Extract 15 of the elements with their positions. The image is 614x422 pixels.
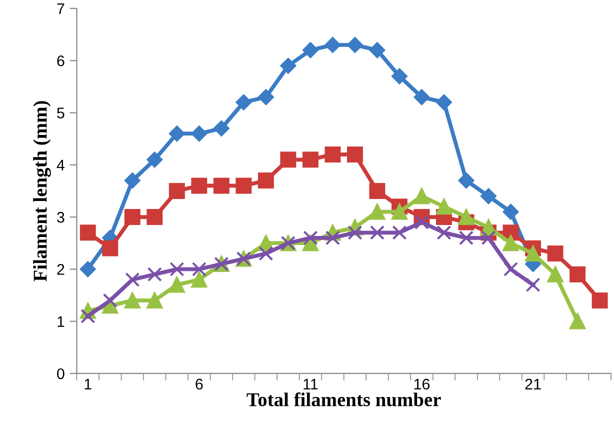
y-tick-label: 7: [57, 3, 64, 14]
x-tick-label: 6: [196, 378, 203, 390]
y-tick-label: 4: [56, 160, 64, 170]
y-tick-label: 0: [57, 368, 64, 380]
x-axis-title: Total filaments number: [246, 392, 441, 406]
y-tick-label: 3: [57, 212, 64, 223]
x-tick-label: 16: [414, 378, 430, 390]
y-axis-title: Filament length (mm): [33, 101, 51, 282]
x-tick-label: 11: [304, 378, 318, 390]
y-tick-label: 5: [57, 108, 64, 118]
y-tick-label: 6: [57, 55, 64, 66]
y-tick-label: 2: [57, 264, 64, 275]
x-tick-label: 1: [84, 378, 92, 390]
y-tick-label: 1: [58, 316, 64, 327]
x-tick-label: 21: [525, 378, 541, 390]
